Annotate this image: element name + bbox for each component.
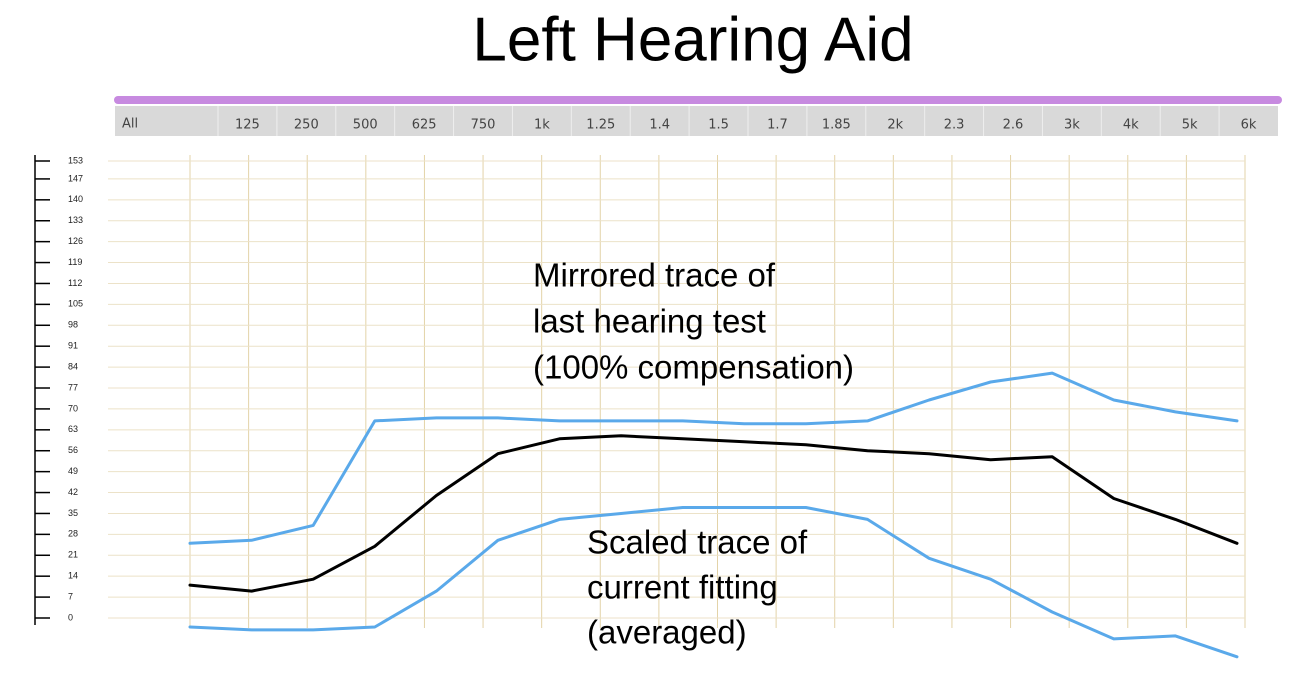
y-tick-label: 84 <box>68 361 78 371</box>
frequency-button[interactable]: 750 <box>471 118 496 133</box>
y-tick-label: 91 <box>68 341 78 351</box>
y-tick-label: 140 <box>68 194 83 204</box>
y-tick-label: 42 <box>68 487 78 497</box>
frequency-button[interactable]: 2k <box>887 118 903 133</box>
y-tick-label: 56 <box>68 445 78 455</box>
frequency-button[interactable]: 2.3 <box>944 118 965 133</box>
y-tick-label: 28 <box>68 529 78 539</box>
y-tick-label: 63 <box>68 424 78 434</box>
chart-title: Left Hearing Aid <box>472 5 913 74</box>
trace-line <box>188 506 1239 659</box>
frequency-button[interactable]: 1.7 <box>767 118 788 133</box>
frequency-button[interactable]: 4k <box>1123 118 1139 133</box>
annotation: last hearing test <box>533 303 766 340</box>
y-tick-label: 133 <box>68 215 83 225</box>
y-tick-label: 14 <box>68 571 78 581</box>
y-tick-label: 98 <box>68 320 78 330</box>
y-tick-label: 70 <box>68 403 78 413</box>
frequency-button[interactable]: 625 <box>412 118 437 133</box>
annotation: (100% compensation) <box>533 349 854 386</box>
frequency-button[interactable]: 125 <box>235 118 260 133</box>
frequency-button[interactable]: 1.4 <box>649 118 670 133</box>
frequency-button[interactable]: 1.5 <box>708 118 729 133</box>
purple-bar <box>114 96 1282 104</box>
annotation: current fitting <box>587 569 778 606</box>
frequency-button[interactable]: 1k <box>534 118 550 133</box>
frequency-header <box>115 106 1278 136</box>
annotation: (averaged) <box>587 614 747 651</box>
y-tick-label: 105 <box>68 299 83 309</box>
annotation: Scaled trace of <box>587 524 808 561</box>
annotation: Mirrored trace of <box>533 257 776 294</box>
y-tick-label: 126 <box>68 236 83 246</box>
y-tick-label: 77 <box>68 382 78 392</box>
y-tick-label: 119 <box>68 257 82 267</box>
frequency-button[interactable]: 1.85 <box>822 118 851 133</box>
y-tick-label: 49 <box>68 466 78 476</box>
filter-all[interactable]: All <box>122 117 138 132</box>
y-tick-label: 35 <box>68 508 78 518</box>
y-tick-label: 147 <box>68 173 83 183</box>
y-tick-label: 7 <box>68 591 73 601</box>
y-tick-label: 112 <box>68 278 82 288</box>
frequency-button[interactable]: 2.6 <box>1003 118 1024 133</box>
trace-line <box>188 371 1239 545</box>
frequency-button[interactable]: 500 <box>353 118 378 133</box>
y-tick-label: 21 <box>68 550 78 560</box>
frequency-button[interactable]: 1.25 <box>586 118 615 133</box>
frequency-button[interactable]: 250 <box>294 118 319 133</box>
trace-line <box>188 434 1239 593</box>
frequency-button[interactable]: 5k <box>1182 118 1198 133</box>
y-tick-label: 153 <box>68 155 83 165</box>
y-tick-label: 0 <box>68 612 73 622</box>
frequency-button[interactable]: 3k <box>1064 118 1080 133</box>
frequency-button[interactable]: 6k <box>1241 118 1257 133</box>
